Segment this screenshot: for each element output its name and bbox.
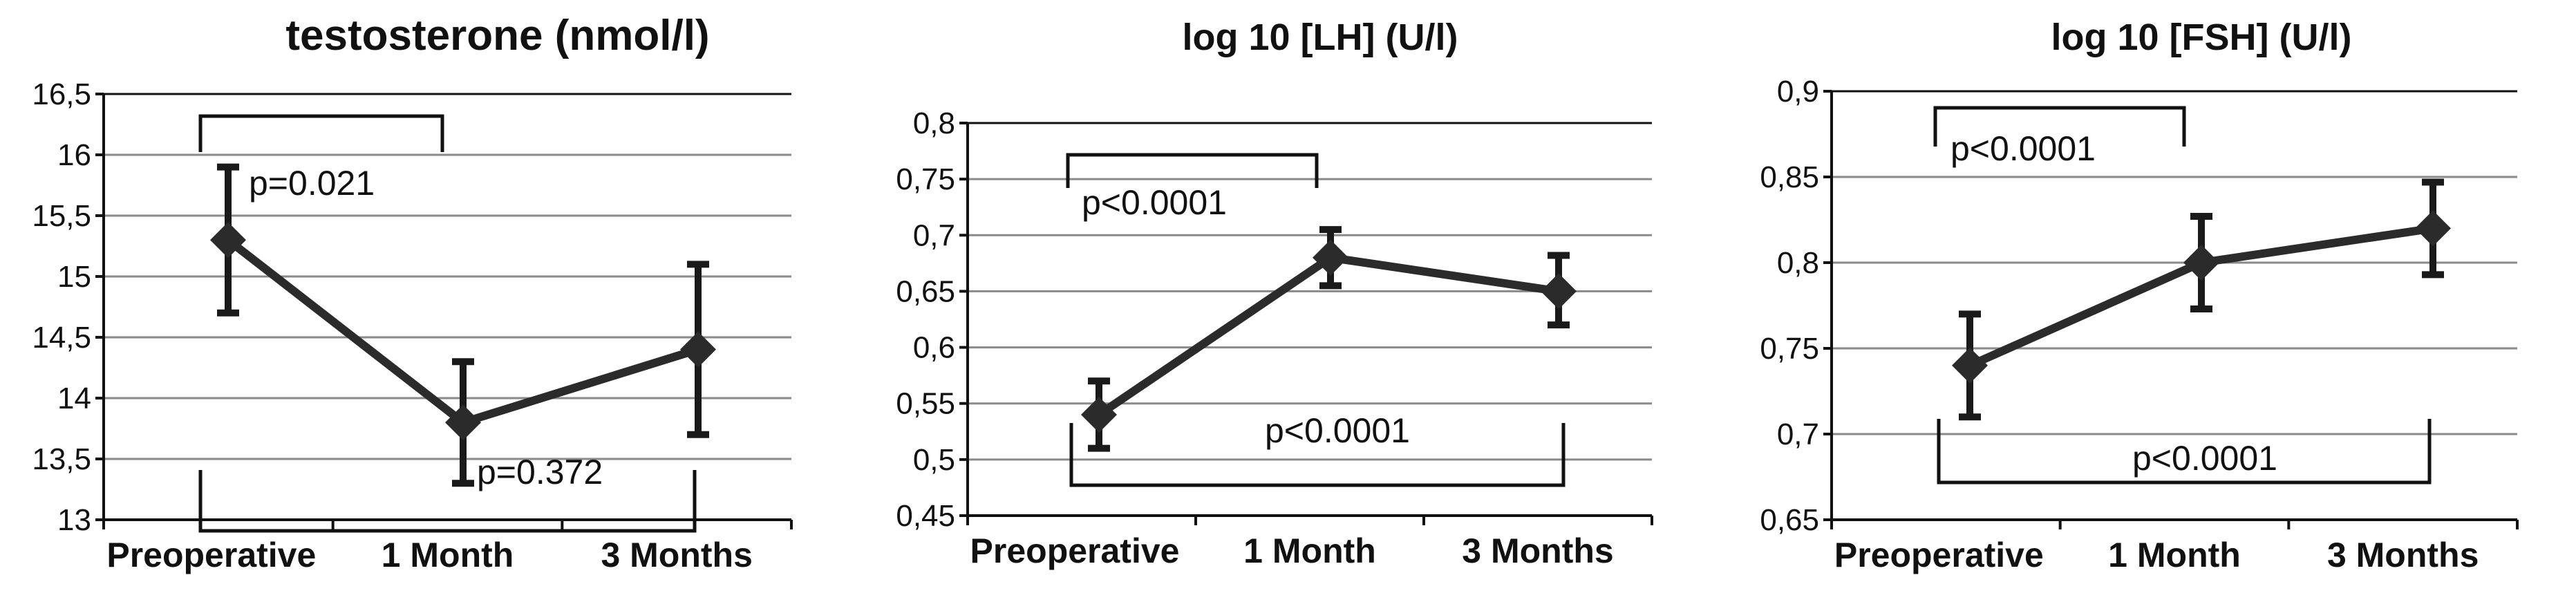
x-category-label: 3 Months bbox=[1462, 532, 1613, 570]
x-category-label: 1 Month bbox=[1243, 532, 1376, 570]
y-tick-label: 0,7 bbox=[913, 218, 955, 252]
chart-title: log 10 [FSH] (U/l) bbox=[2051, 17, 2352, 58]
significance-bracket-top bbox=[1066, 153, 1319, 188]
chart-title: log 10 [LH] (U/l) bbox=[1183, 17, 1458, 58]
data-point bbox=[680, 331, 716, 368]
data-point bbox=[1313, 239, 1348, 276]
y-tick-label: 0,65 bbox=[1760, 503, 1819, 537]
y-tick-label: 0,85 bbox=[1760, 160, 1819, 194]
p-value-label-top: p=0.021 bbox=[249, 164, 375, 203]
chart-title: testosterone (nmol/l) bbox=[285, 12, 709, 59]
x-category-label: Preoperative bbox=[970, 532, 1180, 570]
y-tick-label: 0,8 bbox=[913, 106, 955, 140]
y-tick-label: 0,9 bbox=[1777, 75, 1819, 109]
y-tick-label: 0,45 bbox=[896, 499, 955, 533]
y-tick-label: 14,5 bbox=[32, 321, 91, 355]
y-tick-label: 16 bbox=[57, 138, 91, 172]
x-category-label: 3 Months bbox=[2327, 536, 2479, 574]
y-tick-label: 0,75 bbox=[1760, 332, 1819, 366]
significance-bracket-top bbox=[1933, 106, 2186, 147]
chart-panel-1: testosterone (nmol/l) 13 13,5 14 14,5 15 15,5 1… bbox=[32, 12, 793, 574]
significance-bracket-bottom bbox=[1937, 419, 2432, 485]
p-value-label-bottom: p<0.0001 bbox=[2132, 439, 2277, 478]
y-tick-label: 0,8 bbox=[1777, 246, 1819, 280]
y-tick-label: 0,75 bbox=[896, 162, 955, 196]
significance-bracket-bottom bbox=[198, 470, 697, 533]
y-tick-label: 15,5 bbox=[32, 199, 91, 233]
x-category-label: Preoperative bbox=[106, 536, 316, 574]
p-value-label-top: p<0.0001 bbox=[1082, 183, 1227, 222]
x-category-label: Preoperative bbox=[1834, 536, 2044, 574]
y-tick-label: 15 bbox=[57, 260, 91, 294]
significance-bracket-bottom bbox=[1069, 423, 1566, 487]
chart-panel-3: log 10 [FSH] (U/l) 0,65 0,7 0,75 0,8 0,85 0,9 P… bbox=[1760, 17, 2519, 574]
y-tick-label: 0,5 bbox=[913, 443, 955, 477]
data-point bbox=[2183, 245, 2219, 281]
data-point bbox=[2415, 210, 2451, 247]
data-point bbox=[210, 222, 246, 258]
p-value-label-bottom: p=0.372 bbox=[477, 453, 603, 491]
y-tick-label: 0,55 bbox=[896, 387, 955, 421]
data-point bbox=[445, 404, 481, 441]
data-point bbox=[1952, 347, 1988, 384]
y-tick-label: 0,65 bbox=[896, 274, 955, 308]
y-tick-label: 13 bbox=[57, 503, 91, 537]
y-tick-label: 13,5 bbox=[32, 442, 91, 476]
y-tick-label: 16,5 bbox=[32, 77, 91, 111]
data-point bbox=[1081, 396, 1117, 433]
x-category-label: 3 Months bbox=[601, 536, 752, 574]
y-tick-label: 14 bbox=[57, 382, 91, 415]
p-value-label-bottom: p<0.0001 bbox=[1265, 411, 1410, 450]
y-tick-label: 0,7 bbox=[1777, 417, 1819, 451]
chart-panel-2: log 10 [LH] (U/l) 0,45 0,5 0,55 0,6 0,65 0,7 0,… bbox=[896, 17, 1653, 570]
x-category-label: 1 Month bbox=[2108, 536, 2241, 574]
y-tick-label: 0,6 bbox=[913, 331, 955, 365]
data-point bbox=[1541, 273, 1577, 310]
x-category-label: 1 Month bbox=[382, 536, 514, 574]
significance-bracket-top bbox=[198, 114, 444, 152]
p-value-label-top: p<0.0001 bbox=[1950, 129, 2096, 168]
